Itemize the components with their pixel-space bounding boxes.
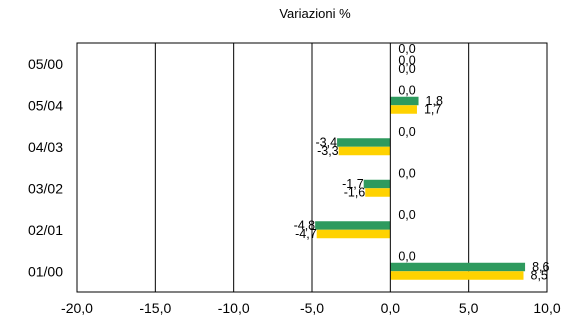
data-label: -1,6 <box>344 185 366 199</box>
plot-area <box>76 42 548 293</box>
bar <box>390 105 417 114</box>
data-label: 8,6 <box>532 260 549 274</box>
bar <box>315 221 391 230</box>
bar <box>390 96 419 106</box>
y-axis-categories: 05/00 05/04 04/03 03/02 02/01 01/00 <box>28 56 63 280</box>
zero-label: 0,0 <box>398 166 415 180</box>
bars <box>315 96 526 280</box>
data-label: 0,0 <box>398 53 415 67</box>
x-tick-label: 0,0 <box>381 300 401 316</box>
category-label: 05/00 <box>28 56 63 72</box>
bar <box>316 229 391 239</box>
grid-lines <box>154 43 470 292</box>
category-label: 05/04 <box>28 97 63 113</box>
x-axis-ticks: -20,0 -15,0 -10,0 -5,0 0,0 5,0 10,0 <box>61 300 561 316</box>
zero-label: 0,0 <box>398 208 415 222</box>
x-tick-label: -10,0 <box>218 300 250 316</box>
data-label: -1,7 <box>342 177 364 191</box>
x-tick-label: -5,0 <box>300 300 324 316</box>
bar <box>390 262 526 272</box>
bar <box>363 179 391 189</box>
data-labels: 0,00,00,00,01,81,70,0-3,4-3,30,0-1,7-1,6… <box>294 42 550 283</box>
category-label: 01/00 <box>28 263 63 279</box>
data-label: 0,0 <box>398 62 415 76</box>
zero-label: 0,0 <box>398 83 415 97</box>
data-label: 1,7 <box>424 102 441 116</box>
category-label: 04/03 <box>28 139 63 155</box>
bar <box>337 138 391 147</box>
category-label: 03/02 <box>28 180 63 196</box>
data-label: -4,8 <box>294 218 316 232</box>
chart-title: Variazioni % <box>279 6 351 21</box>
data-label: 1,8 <box>426 94 443 108</box>
category-label: 02/01 <box>28 222 63 238</box>
x-tick-label: -20,0 <box>61 300 93 316</box>
data-label: -3,4 <box>316 135 338 149</box>
zero-label: 0,0 <box>398 125 415 139</box>
data-label: -3,3 <box>317 144 339 158</box>
x-tick-label: 5,0 <box>459 300 479 316</box>
data-label: -4,7 <box>295 227 317 241</box>
zero-label: 0,0 <box>398 42 415 56</box>
bar <box>390 271 524 280</box>
data-label: 8,5 <box>531 268 548 282</box>
x-tick-label: -15,0 <box>139 300 171 316</box>
x-tick-label: 10,0 <box>533 300 560 316</box>
bar <box>338 146 391 156</box>
bar <box>365 188 391 197</box>
zero-label: 0,0 <box>398 249 415 263</box>
